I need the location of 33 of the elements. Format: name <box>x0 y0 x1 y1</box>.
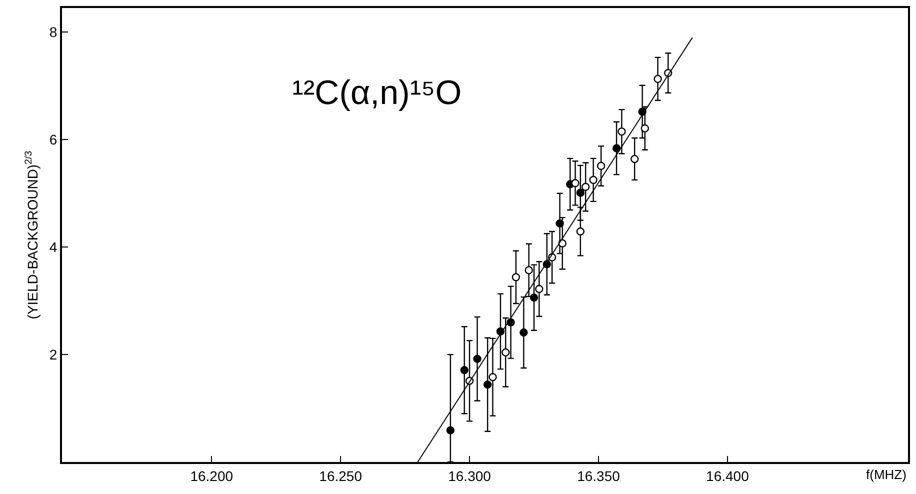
point <box>520 328 528 337</box>
point <box>654 74 662 84</box>
point <box>446 426 455 434</box>
point <box>640 124 650 132</box>
point <box>576 188 585 197</box>
point <box>524 266 533 274</box>
point <box>612 144 621 152</box>
x-tick-label: 16.250 <box>319 468 362 484</box>
point <box>530 293 538 302</box>
point <box>512 273 520 282</box>
point <box>576 227 585 236</box>
point <box>630 154 639 164</box>
y-tick-label: 4 <box>49 238 58 255</box>
y-tick-label: 6 <box>49 132 58 148</box>
point <box>596 162 606 170</box>
point <box>483 380 492 389</box>
x-axis-title: f(MHZ) <box>866 467 906 482</box>
y-tick-label: 8 <box>49 24 58 40</box>
point <box>618 127 626 136</box>
point <box>589 176 598 184</box>
y-tick-label: 2 <box>49 346 58 362</box>
x-tick-label: 16.350 <box>577 468 620 484</box>
point <box>460 366 468 374</box>
point <box>473 354 482 363</box>
point <box>488 373 497 382</box>
point <box>502 348 510 356</box>
x-tick-label: 16.200 <box>190 468 234 484</box>
point <box>535 284 544 294</box>
x-tick-label: 16.400 <box>706 468 750 484</box>
x-tick-label: 16.300 <box>448 468 492 484</box>
point <box>571 179 580 188</box>
annotation: ¹²C(α,n)¹⁵O <box>292 74 462 112</box>
point <box>581 182 590 192</box>
